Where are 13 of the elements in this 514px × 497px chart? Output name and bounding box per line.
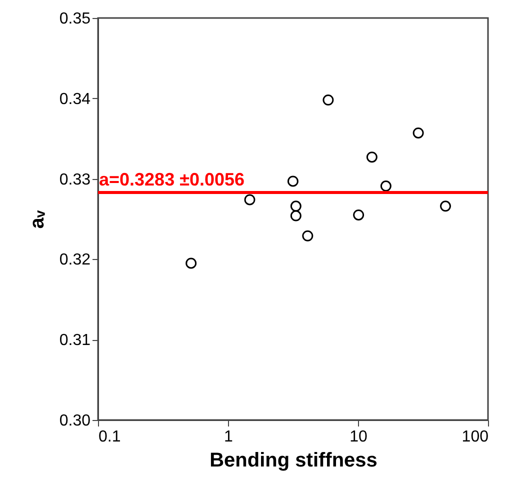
y-tick-label: 0.35: [59, 10, 91, 28]
y-tick-label: 0.31: [59, 332, 91, 350]
y-tick-label: 0.34: [59, 90, 91, 108]
y-tick-label: 0.30: [59, 412, 91, 430]
x-tick-label: 0.1: [98, 428, 121, 446]
x-tick-label: 1: [224, 428, 234, 446]
x-axis-title: Bending stiffness: [210, 450, 378, 472]
ref-line-label: a=0.3283 ±0.0056: [99, 169, 245, 190]
y-tick-label: 0.32: [59, 252, 91, 269]
y-axis-title: aᵥ: [26, 210, 48, 229]
x-tick-label: 100: [462, 428, 489, 446]
x-tick-label: 10: [350, 428, 368, 446]
y-tick-label: 0.33: [59, 171, 91, 188]
